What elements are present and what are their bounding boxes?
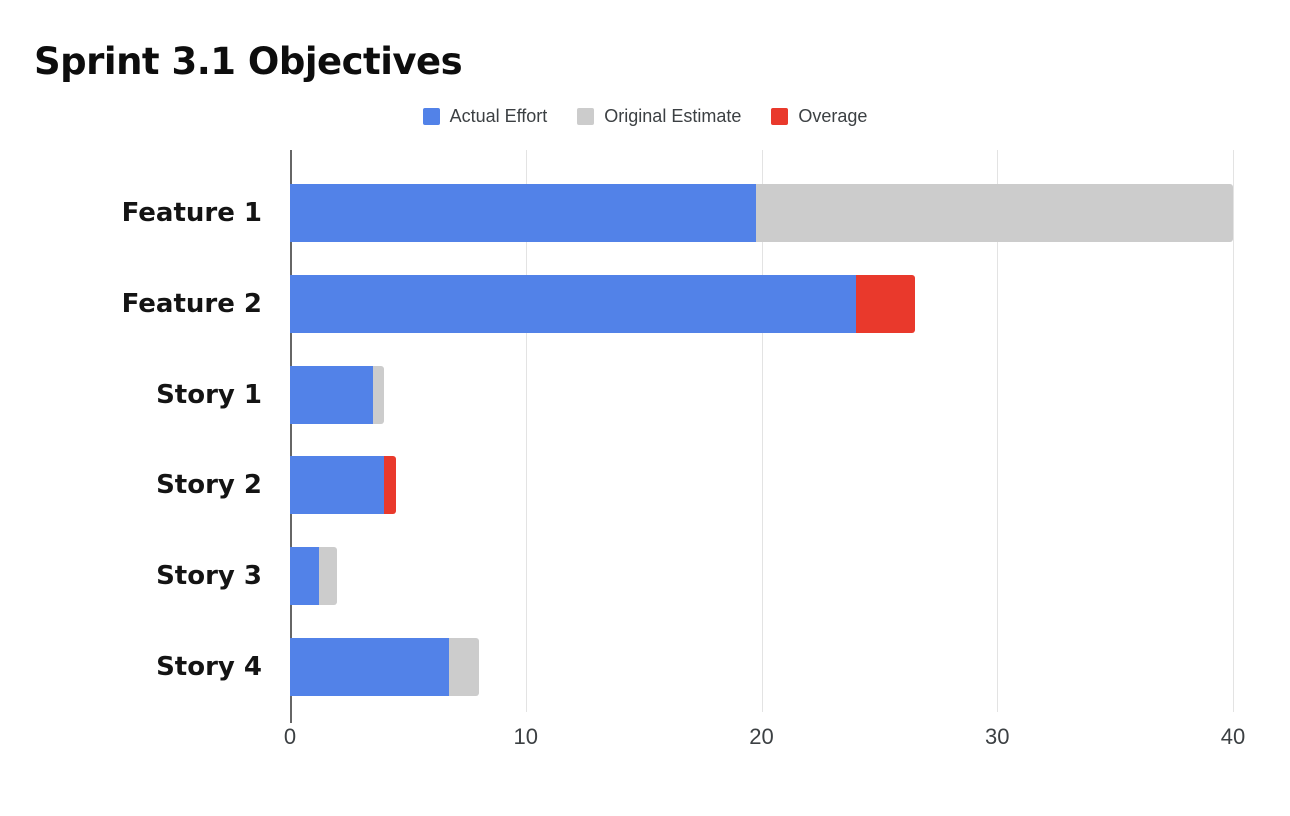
plot-area <box>0 150 1290 723</box>
legend-swatch-icon-overage <box>771 108 789 125</box>
category-label-feature-2: Feature 2 <box>121 289 262 319</box>
legend-item-actual-effort: Actual Effort <box>422 106 548 127</box>
bar-row-story-4: Story 4 <box>0 621 1290 712</box>
bar-track <box>276 456 1290 515</box>
bar-track <box>276 547 1290 606</box>
x-tick-label-0: 0 <box>283 724 297 749</box>
bar-stack <box>290 637 479 696</box>
bar-track <box>276 184 1290 243</box>
bar-stack <box>290 547 338 606</box>
bar-segment-overage <box>384 456 397 515</box>
bar-track <box>276 637 1290 696</box>
bar-track <box>276 275 1290 333</box>
category-label-feature-1: Feature 1 <box>121 198 262 229</box>
bar-segment-actual-effort <box>290 365 373 424</box>
x-tick-label-20: 20 <box>749 724 774 749</box>
bar-segment-actual-effort <box>290 637 450 696</box>
bar-segment-original-estimate <box>319 547 338 606</box>
legend: Actual Effort Original Estimate Overage <box>0 106 1290 127</box>
x-axis: 0 10 20 30 40 <box>0 724 1290 754</box>
bar-stack <box>290 184 1233 243</box>
bar-stack <box>290 275 915 333</box>
legend-item-original-estimate: Original Estimate <box>577 106 741 127</box>
legend-label: Actual Effort <box>449 106 548 126</box>
bar-segment-original-estimate <box>372 365 385 424</box>
category-label-story-3: Story 3 <box>156 561 262 592</box>
x-tick-label-10: 10 <box>513 724 538 749</box>
bar-segment-actual-effort <box>290 547 320 606</box>
legend-swatch-icon-original-estimate <box>577 108 595 125</box>
bar-segment-original-estimate <box>755 184 1233 243</box>
category-label-story-4: Story 4 <box>156 651 262 682</box>
bar-track <box>276 365 1290 424</box>
y-axis-line <box>290 150 292 723</box>
legend-swatch-icon-actual-effort <box>422 108 440 125</box>
legend-label: Overage <box>798 106 868 126</box>
bar-segment-actual-effort <box>290 184 756 243</box>
bar-rows: Feature 1 Feature 2 Story 1 Story 2 Story 3 S… <box>0 168 1290 712</box>
bar-row-feature-1: Feature 1 <box>0 168 1290 259</box>
gridline-40 <box>1233 150 1234 712</box>
x-tick-label-40: 40 <box>1220 724 1246 749</box>
bar-row-feature-2: Feature 2 <box>0 259 1290 350</box>
category-label-story-1: Story 1 <box>156 379 262 410</box>
gridline-30 <box>997 150 999 712</box>
bar-segment-actual-effort <box>290 275 856 333</box>
bar-row-story-2: Story 2 <box>0 440 1290 531</box>
x-tick-label-30: 30 <box>985 724 1010 749</box>
bar-segment-actual-effort <box>290 456 385 515</box>
gridline-10 <box>525 150 527 712</box>
legend-item-overage: Overage <box>771 106 867 127</box>
bar-row-story-3: Story 3 <box>0 531 1290 622</box>
bar-stack <box>290 365 385 424</box>
gridline-20 <box>761 150 763 712</box>
category-label-story-2: Story 2 <box>156 470 262 501</box>
legend-label: Original Estimate <box>604 106 742 126</box>
chart-title: Sprint 3.1 Objectives <box>34 40 463 83</box>
bar-row-story-1: Story 1 <box>0 349 1290 440</box>
bar-segment-overage <box>855 275 915 333</box>
bar-segment-original-estimate <box>449 637 479 696</box>
bar-stack <box>290 456 397 515</box>
